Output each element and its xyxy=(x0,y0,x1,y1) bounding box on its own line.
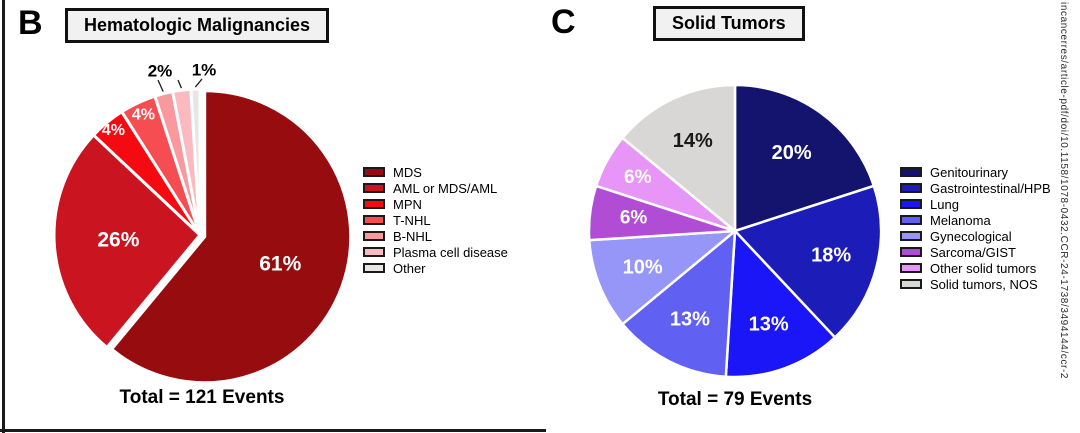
pie-leader-line-plasma-cell-disease xyxy=(177,79,183,89)
pie-label-t-nhl: 4% xyxy=(132,106,155,123)
legend-label-plasma-cell-disease: Plasma cell disease xyxy=(393,244,508,260)
panel-solid-tumors: C Solid Tumors 20% 18% 13% 13% 10% 6% 6% 14% To… xyxy=(535,0,1080,433)
legend-label-t-nhl: T-NHL xyxy=(393,212,431,228)
legend-label-gynecological: Gynecological xyxy=(930,228,1012,244)
pie-slice-gastrointestinal-hpb xyxy=(732,184,883,340)
pie-chart-hematologic-malignancies: 61% 26% 4% 4% 2% 1% xyxy=(52,61,353,385)
legend-item-other-solid-tumors: Other solid tumors xyxy=(900,260,1051,276)
pie-label-gynecological: 10% xyxy=(623,257,663,279)
legend-label-b-nhl: B-NHL xyxy=(393,228,433,244)
pie-leader-line-other xyxy=(194,78,203,88)
pie-chart-solid-tumors: 20% 18% 13% 13% 10% 6% 6% 14% xyxy=(587,83,883,379)
pie-leader-line-b-nhl xyxy=(157,79,164,92)
legend-swatch-b-nhl xyxy=(363,231,385,241)
figure-border-bottom xyxy=(0,429,546,432)
pie-slice-gynecological xyxy=(587,229,739,326)
panel-letter-c: C xyxy=(551,3,576,41)
legend-swatch-other-solid-tumors xyxy=(900,263,922,273)
pie-label-mds: 61% xyxy=(259,252,301,275)
legend-swatch-mds xyxy=(363,167,385,177)
legend-swatch-melanoma xyxy=(900,215,922,225)
legend-item-gastrointestinal-hpb: Gastrointestinal/HPB xyxy=(900,180,1051,196)
legend-label-other: Other xyxy=(393,260,426,276)
legend-swatch-gynecological xyxy=(900,231,922,241)
pie-slice-aml-or-mds-aml xyxy=(52,132,203,350)
panel-title-hematologic-malignancies: Hematologic Malignancies xyxy=(65,8,330,43)
pie-label-solid-tumors-nos: 14% xyxy=(673,130,713,152)
legend-item-other: Other xyxy=(363,260,508,276)
legend-swatch-solid-tumors-nos xyxy=(900,279,922,289)
legend-item-lung: Lung xyxy=(900,196,1051,212)
legend-swatch-gastrointestinal-hpb xyxy=(900,183,922,193)
pie-slice-lung xyxy=(724,228,837,379)
pie-callout-label-b-nhl: 2% xyxy=(148,62,173,81)
legend-label-mds: MDS xyxy=(393,164,422,180)
panel-letter-b: B xyxy=(18,4,43,42)
pie-slice-other xyxy=(189,87,202,236)
legend-label-melanoma: Melanoma xyxy=(930,212,991,228)
legend-solid-tumors: Genitourinary Gastrointestinal/HPB Lung Mel… xyxy=(900,164,1051,292)
legend-item-plasma-cell-disease: Plasma cell disease xyxy=(363,244,508,260)
watermark-vertical-text: incancerres/article-pdf/doi/10.1158/1078… xyxy=(1058,2,1069,380)
figure-border-left xyxy=(2,0,5,433)
pie-label-melanoma: 13% xyxy=(670,308,710,330)
legend-item-mpn: MPN xyxy=(363,196,508,212)
legend-swatch-aml-or-mds-aml xyxy=(363,183,385,193)
legend-item-melanoma: Melanoma xyxy=(900,212,1051,228)
legend-swatch-other xyxy=(363,263,385,273)
legend-swatch-mpn xyxy=(363,199,385,209)
legend-label-genitourinary: Genitourinary xyxy=(930,164,1009,180)
legend-item-solid-tumors-nos: Solid tumors, NOS xyxy=(900,276,1051,292)
legend-swatch-genitourinary xyxy=(900,167,922,177)
legend-swatch-t-nhl xyxy=(363,215,385,225)
legend-label-other-solid-tumors: Other solid tumors xyxy=(930,260,1037,276)
legend-item-mds: MDS xyxy=(363,164,508,180)
legend-label-lung: Lung xyxy=(930,196,959,212)
pie-label-other-solid-tumors: 6% xyxy=(624,167,652,188)
panel-hematologic-malignancies: B Hematologic Malignancies 61% 26% 4% 4% 2% 1… xyxy=(8,0,535,433)
pie-slice-genitourinary xyxy=(733,83,876,233)
pie-label-aml-or-mds-aml: 26% xyxy=(97,229,139,252)
legend-label-solid-tumors-nos: Solid tumors, NOS xyxy=(930,276,1038,292)
legend-label-gastrointestinal-hpb: Gastrointestinal/HPB xyxy=(930,180,1051,196)
pie-label-genitourinary: 20% xyxy=(772,142,812,164)
legend-label-sarcoma-gist: Sarcoma/GIST xyxy=(930,244,1016,260)
legend-label-aml-or-mds-aml: AML or MDS/AML xyxy=(393,180,498,196)
legend-item-b-nhl: B-NHL xyxy=(363,228,508,244)
legend-item-t-nhl: T-NHL xyxy=(363,212,508,228)
total-events-label-b: Total = 121 Events xyxy=(119,387,285,408)
legend-item-gynecological: Gynecological xyxy=(900,228,1051,244)
pie-slice-mds xyxy=(109,89,353,385)
legend-item-genitourinary: Genitourinary xyxy=(900,164,1051,180)
legend-swatch-sarcoma-gist xyxy=(900,247,922,257)
pie-label-mpn: 4% xyxy=(102,122,125,139)
legend-item-sarcoma-gist: Sarcoma/GIST xyxy=(900,244,1051,260)
pie-label-sarcoma-gist: 6% xyxy=(620,208,648,229)
legend-swatch-lung xyxy=(900,199,922,209)
panel-title-solid-tumors: Solid Tumors xyxy=(653,6,805,41)
pie-callout-label-other: 1% xyxy=(192,61,217,80)
legend-swatch-plasma-cell-disease xyxy=(363,247,385,257)
legend-label-mpn: MPN xyxy=(393,196,422,212)
pie-label-gastrointestinal-hpb: 18% xyxy=(811,245,851,267)
pie-slice-melanoma xyxy=(620,228,737,379)
legend-item-aml-or-mds-aml: AML or MDS/AML xyxy=(363,180,508,196)
legend-hematologic-malignancies: MDS AML or MDS/AML MPN T-NHL B-NHL Plasma cel… xyxy=(363,164,508,276)
pie-slice-solid-tumors-nos xyxy=(620,83,737,234)
pie-label-lung: 13% xyxy=(749,313,789,335)
total-events-label-c: Total = 79 Events xyxy=(657,389,813,410)
